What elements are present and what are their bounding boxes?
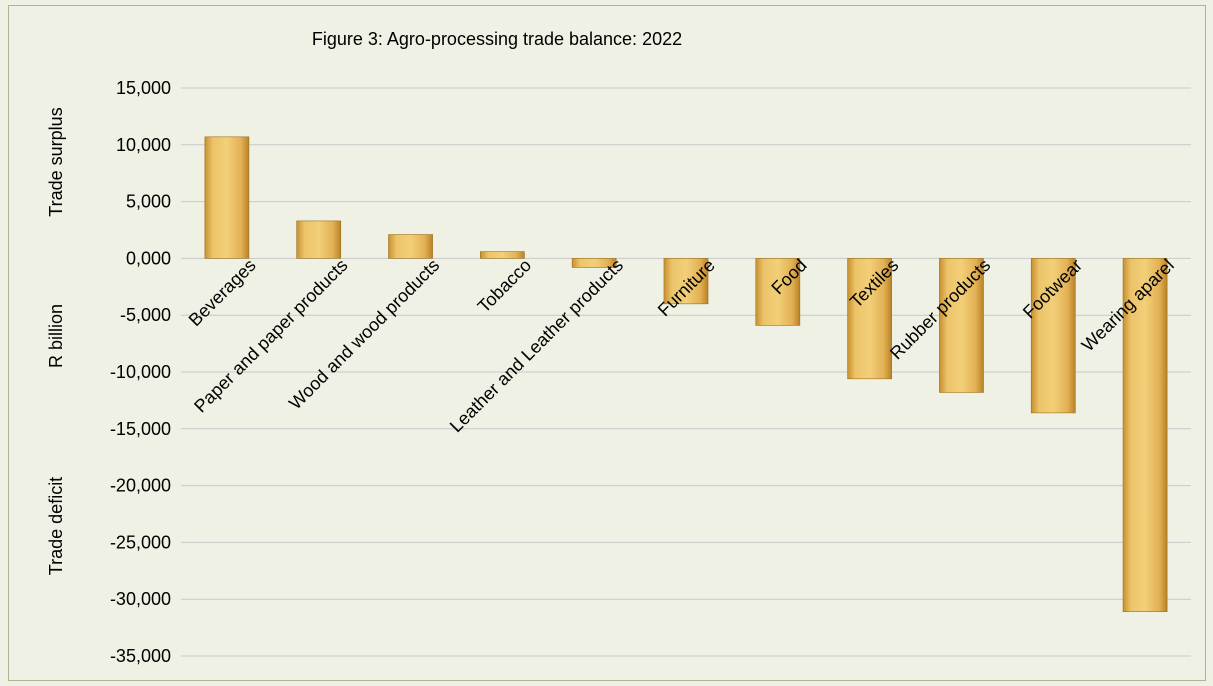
bar <box>1030 258 1076 414</box>
y-tick-label: -20,000 <box>110 476 171 496</box>
y-tick-label: 15,000 <box>116 78 171 98</box>
bar-layer <box>204 136 1168 612</box>
y-tick-label: -15,000 <box>110 419 171 439</box>
ylabel-trade-deficit: Trade deficit <box>46 477 66 575</box>
bar <box>1122 258 1168 612</box>
bar <box>755 258 801 326</box>
bar <box>847 258 892 380</box>
grid-layer <box>181 87 1191 657</box>
y-tick-label: -5,000 <box>120 305 171 325</box>
bar <box>480 251 525 259</box>
y-tick-label: -10,000 <box>110 362 171 382</box>
x-category-label: Tobacco <box>474 255 536 317</box>
y-tick-label: 0,000 <box>126 248 171 268</box>
ylabel-trade-surplus: Trade surplus <box>46 107 66 216</box>
y-tick-label: -30,000 <box>110 589 171 609</box>
bar <box>388 234 433 259</box>
bar <box>204 136 250 259</box>
bar <box>939 258 984 393</box>
bar <box>571 258 617 268</box>
y-tick-label: -25,000 <box>110 532 171 552</box>
x-category-label: Leather and Leather products <box>446 255 627 436</box>
chart-svg: Figure 3: Agro-processing trade balance:… <box>46 29 1191 666</box>
chart-frame: Figure 3: Agro-processing trade balance:… <box>8 5 1206 681</box>
y-axis-ticks: 15,000 10,000 5,000 0,000 -5,000 -10,000 -15,0… <box>110 78 171 666</box>
y-tick-label: 5,000 <box>126 192 171 212</box>
x-category-label: Paper and paper products <box>190 255 351 416</box>
chart-title: Figure 3: Agro-processing trade balance:… <box>312 29 682 49</box>
bar <box>663 258 709 305</box>
x-category-label: Beverages <box>185 255 260 330</box>
bar <box>296 220 342 259</box>
ylabel-r-billion: R billion <box>46 304 66 368</box>
x-category-label: Wood and wood products <box>285 255 443 413</box>
y-tick-label: 10,000 <box>116 135 171 155</box>
y-tick-label: -35,000 <box>110 646 171 666</box>
